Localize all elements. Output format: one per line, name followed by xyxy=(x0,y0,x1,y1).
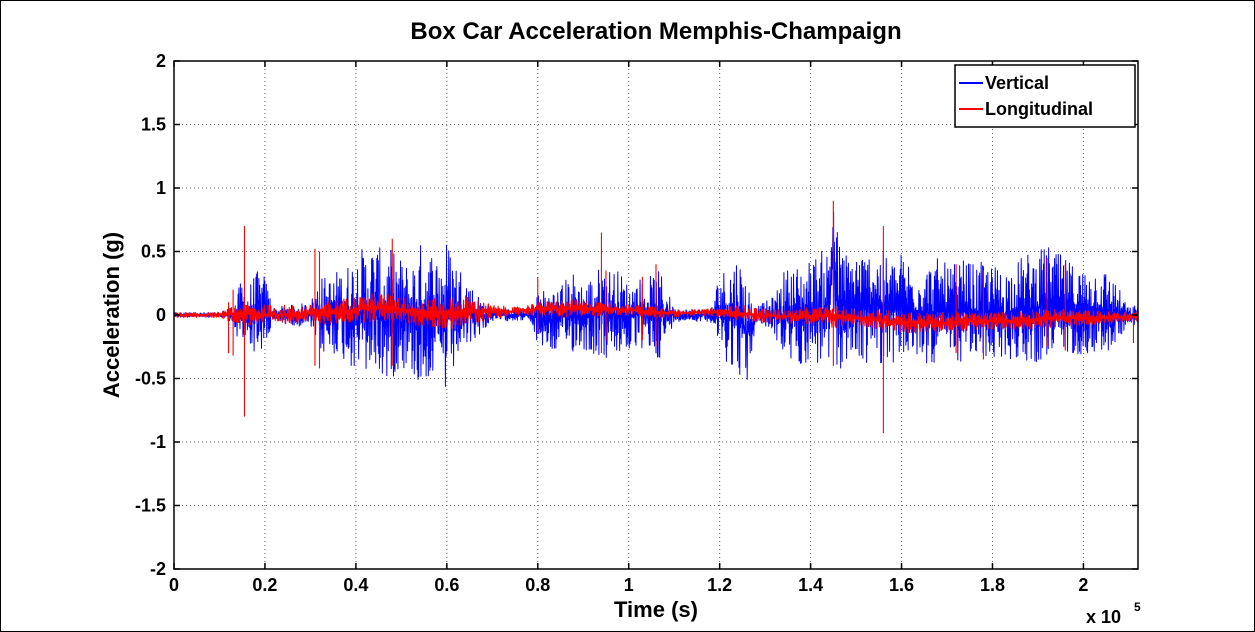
x-tick-labels: 0 0.2 0.4 0.6 0.8 1 1.2 1.4 1.6 1.8 2 xyxy=(169,575,1088,595)
series-layer xyxy=(173,200,1139,434)
x-tick-label: 1.6 xyxy=(889,575,914,595)
x-multiplier-base: x 10 xyxy=(1086,607,1121,627)
chart-title: Box Car Acceleration Memphis-Champaign xyxy=(410,18,901,45)
series-line-longitudinal xyxy=(173,200,1139,434)
y-tick-label: -1 xyxy=(150,432,166,452)
y-tick-label: 0 xyxy=(156,305,166,325)
x-tick-label: 2 xyxy=(1078,575,1088,595)
y-axis-label: Acceleration (g) xyxy=(99,232,124,398)
x-tick-label: 1.4 xyxy=(798,575,823,595)
legend-label-vertical: Vertical xyxy=(985,73,1049,93)
legend-label-longitudinal: Longitudinal xyxy=(985,99,1093,119)
y-tick-label: -2 xyxy=(150,559,166,579)
x-tick-label: 1.2 xyxy=(707,575,732,595)
y-tick-label: 1 xyxy=(156,178,166,198)
series-line-vertical xyxy=(173,211,1139,387)
x-axis-label: Time (s) xyxy=(614,597,698,622)
x-tick-label: 0.4 xyxy=(343,575,368,595)
x-tick-label: 1 xyxy=(624,575,634,595)
y-tick-labels: -2 -1.5 -1 -0.5 0 0.5 1 1.5 2 xyxy=(135,51,166,579)
x-tick-label: 0.2 xyxy=(252,575,277,595)
y-tick-label: -1.5 xyxy=(135,496,166,516)
x-tick-label: 0.8 xyxy=(525,575,550,595)
y-tick-label: 2 xyxy=(156,51,166,71)
y-tick-label: 0.5 xyxy=(141,242,166,262)
x-tick-label: 0 xyxy=(169,575,179,595)
legend: Vertical Longitudinal xyxy=(954,64,1136,128)
y-tick-label: 1.5 xyxy=(141,115,166,135)
y-tick-label: -0.5 xyxy=(135,369,166,389)
legend-box xyxy=(954,64,1136,128)
x-axis-multiplier-exponent: 5 xyxy=(1134,600,1141,614)
plot-area xyxy=(173,200,1139,434)
x-tick-label: 1.8 xyxy=(980,575,1005,595)
x-axis-multiplier: x 10 xyxy=(1086,607,1121,627)
x-tick-label: 0.6 xyxy=(434,575,459,595)
